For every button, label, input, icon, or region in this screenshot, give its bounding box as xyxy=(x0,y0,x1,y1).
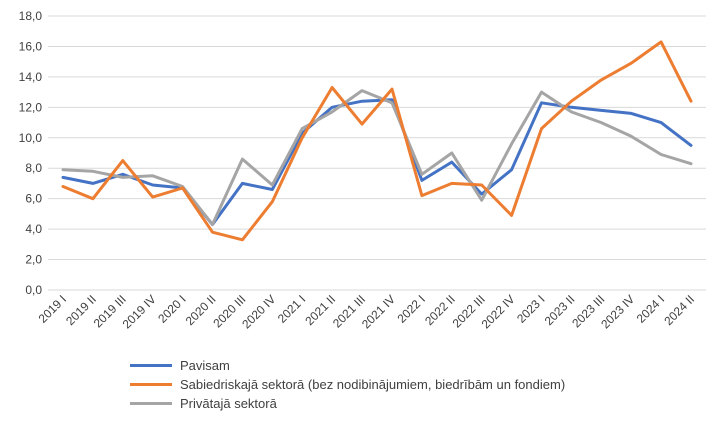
line-chart: 0,0 2,0 4,0 6,0 8,0 10,0 12,0 14,0 16,0 18,0 2019… xyxy=(19,9,706,331)
x-tick-label: 2019 IV xyxy=(120,292,159,331)
y-tick-label: 12,0 xyxy=(19,100,43,114)
y-tick-label: 0,0 xyxy=(25,283,42,297)
y-tick-label: 8,0 xyxy=(25,161,42,175)
y-tick-label: 2,0 xyxy=(25,253,42,267)
legend-label-pavisam: Pavisam xyxy=(180,358,230,373)
legend-swatch-privataja xyxy=(130,402,172,405)
y-axis-ticks: 0,0 2,0 4,0 6,0 8,0 10,0 12,0 14,0 16,0 18,0 xyxy=(19,9,43,297)
x-tick-label: 2024 I xyxy=(634,292,667,325)
legend-item-privataja: Privātajā sektorā xyxy=(130,394,565,413)
x-tick-label: 2020 IV xyxy=(239,292,278,331)
legend-item-pavisam: Pavisam xyxy=(130,356,565,375)
y-tick-label: 10,0 xyxy=(19,131,43,145)
x-tick-label: 2023 IV xyxy=(598,292,637,331)
y-tick-label: 4,0 xyxy=(25,222,42,236)
x-tick-label: 2020 I xyxy=(155,292,188,325)
x-tick-label: 2022 IV xyxy=(479,292,518,331)
x-tick-label: 2024 II xyxy=(661,292,697,328)
series-line-1 xyxy=(61,40,693,242)
x-tick-label: 2019 I xyxy=(36,292,69,325)
series-lines xyxy=(61,40,693,242)
y-tick-label: 18,0 xyxy=(19,9,43,23)
series-line-2 xyxy=(61,89,693,226)
x-tick-label: 2022 I xyxy=(394,292,427,325)
series-line-0 xyxy=(61,98,693,226)
legend-swatch-pavisam xyxy=(130,364,172,367)
x-tick-label: 2021 IV xyxy=(359,292,398,331)
legend-item-sabiedriskaja: Sabiedriskajā sektorā (bez nodibinājumie… xyxy=(130,375,565,394)
y-tick-label: 16,0 xyxy=(19,39,43,53)
legend-label-sabiedriskaja: Sabiedriskajā sektorā (bez nodibinājumie… xyxy=(180,377,566,392)
x-tick-label: 2021 I xyxy=(275,292,308,325)
y-tick-label: 6,0 xyxy=(25,192,42,206)
legend-label-privataja: Privātajā sektorā xyxy=(180,396,277,411)
y-tick-label: 14,0 xyxy=(19,70,43,84)
gridlines xyxy=(48,15,706,291)
legend: Pavisam Sabiedriskajā sektorā (bez nodib… xyxy=(130,356,565,413)
x-tick-label: 2023 I xyxy=(514,292,547,325)
legend-swatch-sabiedriskaja xyxy=(130,383,172,386)
